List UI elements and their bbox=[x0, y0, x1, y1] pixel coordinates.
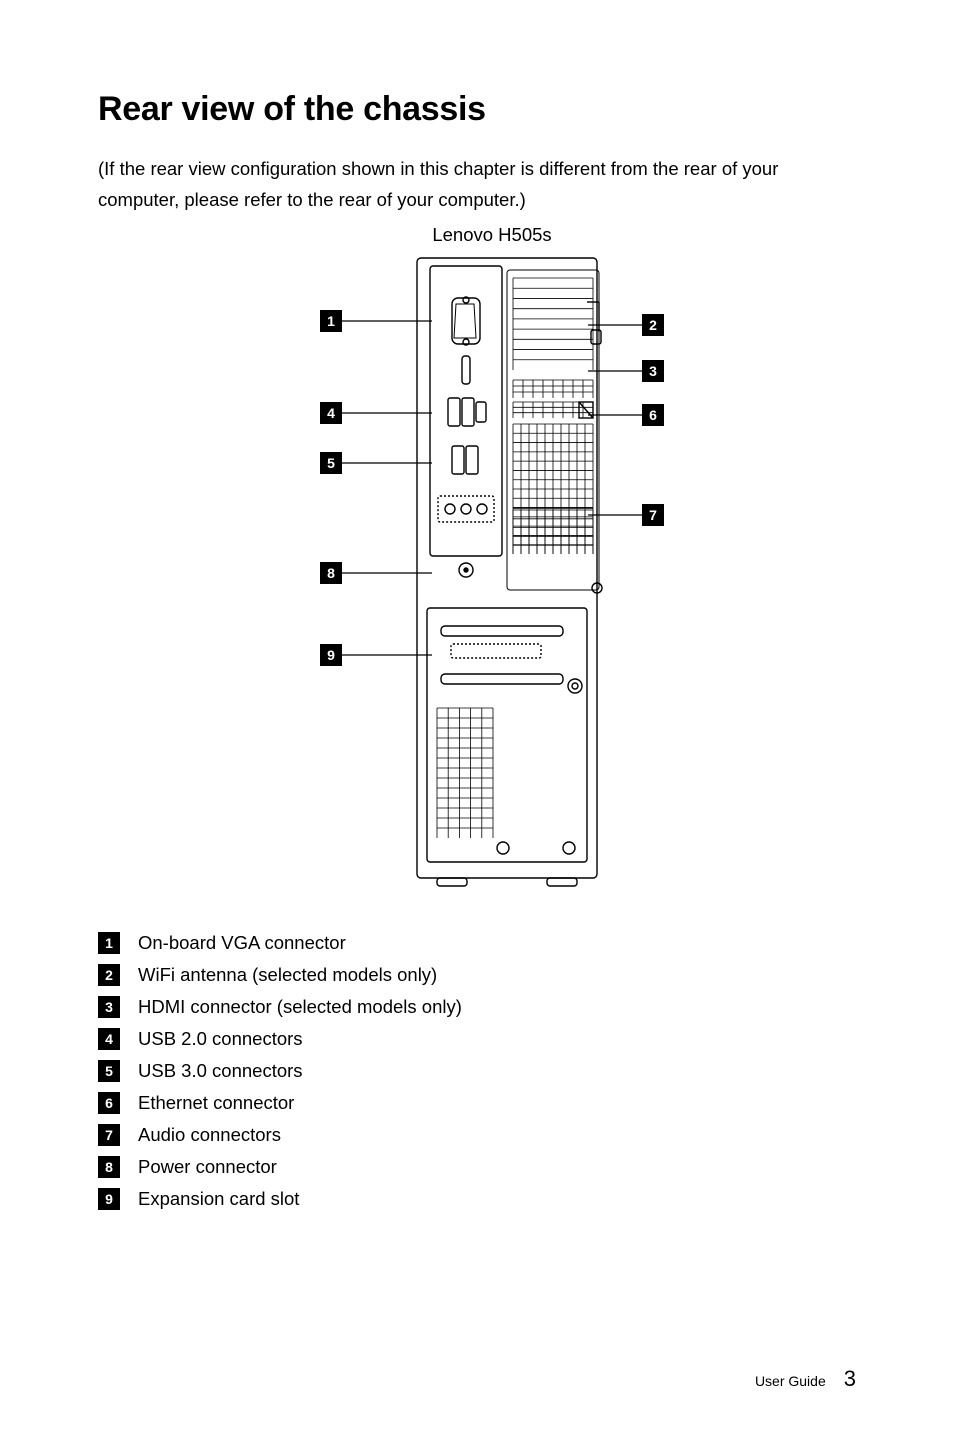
diagram-wrapper: 1 2 3 4 5 6 7 8 9 bbox=[128, 252, 856, 892]
callout-badge: 9 bbox=[98, 1188, 120, 1210]
svg-text:7: 7 bbox=[649, 507, 657, 523]
callout-badge: 6 bbox=[98, 1092, 120, 1114]
legend-text: On-board VGA connector bbox=[138, 932, 346, 954]
chassis-diagram: 1 2 3 4 5 6 7 8 9 bbox=[302, 252, 682, 892]
legend-text: USB 3.0 connectors bbox=[138, 1060, 303, 1082]
legend-item: 5 USB 3.0 connectors bbox=[98, 1060, 856, 1082]
svg-text:8: 8 bbox=[327, 565, 335, 581]
svg-text:1: 1 bbox=[327, 313, 335, 329]
svg-text:4: 4 bbox=[327, 405, 335, 421]
callout-badge: 3 bbox=[98, 996, 120, 1018]
page-number: 3 bbox=[844, 1366, 856, 1392]
legend-item: 6 Ethernet connector bbox=[98, 1092, 856, 1114]
legend-item: 3 HDMI connector (selected models only) bbox=[98, 996, 856, 1018]
legend-text: Expansion card slot bbox=[138, 1188, 299, 1210]
legend-item: 2 WiFi antenna (selected models only) bbox=[98, 964, 856, 986]
legend-text: HDMI connector (selected models only) bbox=[138, 996, 462, 1018]
legend-text: Audio connectors bbox=[138, 1124, 281, 1146]
legend-text: WiFi antenna (selected models only) bbox=[138, 964, 437, 986]
callout-badge: 1 bbox=[98, 932, 120, 954]
callout-badge: 5 bbox=[98, 1060, 120, 1082]
legend-text: Power connector bbox=[138, 1156, 277, 1178]
legend-item: 4 USB 2.0 connectors bbox=[98, 1028, 856, 1050]
legend-item: 1 On-board VGA connector bbox=[98, 932, 856, 954]
svg-text:3: 3 bbox=[649, 363, 657, 379]
svg-text:6: 6 bbox=[649, 407, 657, 423]
legend-item: 8 Power connector bbox=[98, 1156, 856, 1178]
intro-paragraph: (If the rear view configuration shown in… bbox=[98, 153, 856, 216]
callout-badge: 2 bbox=[98, 964, 120, 986]
legend-item: 7 Audio connectors bbox=[98, 1124, 856, 1146]
legend-item: 9 Expansion card slot bbox=[98, 1188, 856, 1210]
diagram-caption: Lenovo H505s bbox=[128, 224, 856, 246]
svg-text:5: 5 bbox=[327, 455, 335, 471]
section-heading: Rear view of the chassis bbox=[98, 90, 856, 129]
page-container: Rear view of the chassis (If the rear vi… bbox=[0, 0, 954, 1452]
callout-badge: 7 bbox=[98, 1124, 120, 1146]
legend-list: 1 On-board VGA connector 2 WiFi antenna (se… bbox=[98, 932, 856, 1210]
svg-text:2: 2 bbox=[649, 317, 657, 333]
legend-text: Ethernet connector bbox=[138, 1092, 294, 1114]
callout-badge: 8 bbox=[98, 1156, 120, 1178]
legend-text: USB 2.0 connectors bbox=[138, 1028, 303, 1050]
page-footer: User Guide 3 bbox=[755, 1366, 856, 1392]
callout-badge: 4 bbox=[98, 1028, 120, 1050]
svg-text:9: 9 bbox=[327, 647, 335, 663]
footer-label: User Guide bbox=[755, 1373, 826, 1389]
